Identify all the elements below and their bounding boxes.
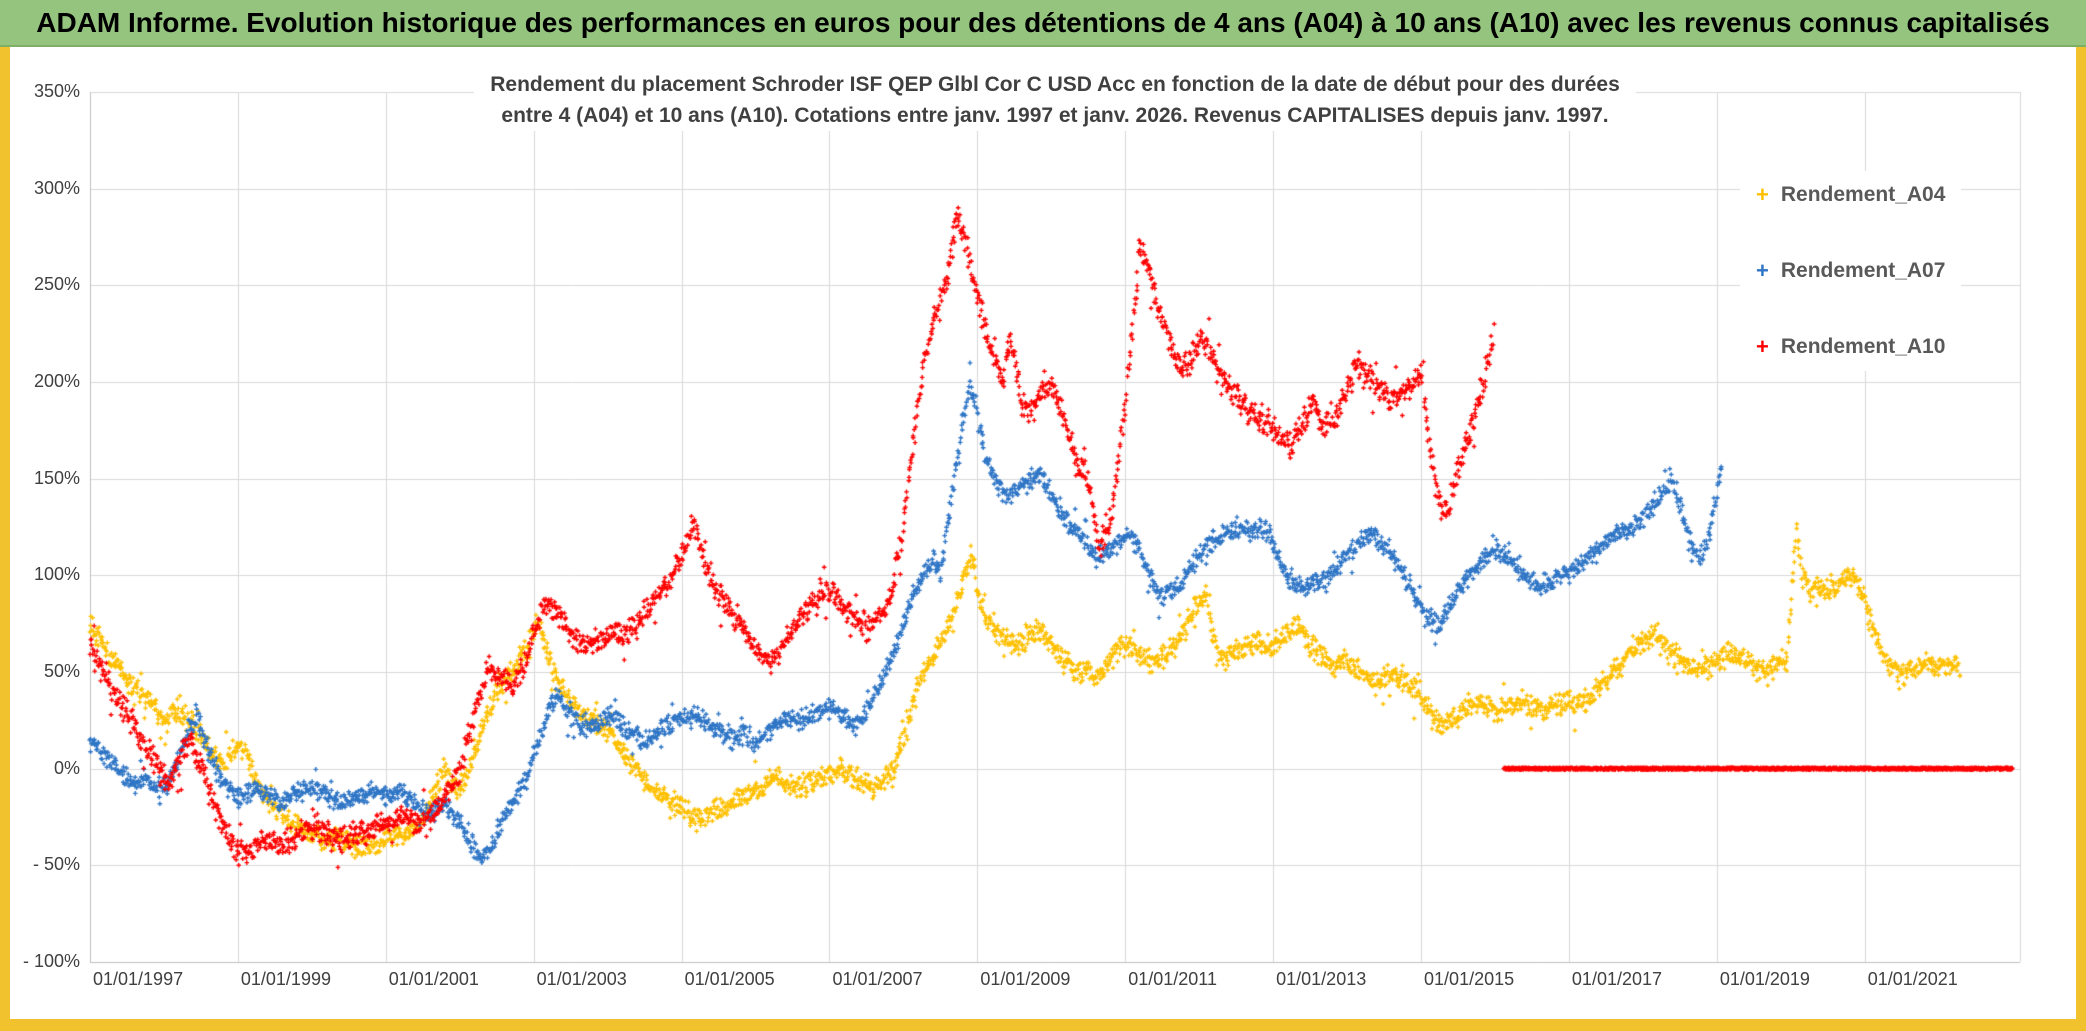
legend: + Rendement_A04 + Rendement_A07 + Rendement_A… [1740, 171, 1962, 371]
x-tick-label: 01/01/2021 [1867, 969, 1958, 989]
y-tick-label: 0% [53, 757, 80, 778]
legend-item-rendement_a10: + Rendement_A10 [1756, 335, 1945, 359]
y-tick-label: 50% [43, 661, 80, 681]
x-tick-label: 01/01/2007 [832, 969, 923, 989]
chart-area: Rendement du placement Schroder ISF QEP … [10, 47, 2076, 1019]
x-tick-label: 01/01/2001 [388, 969, 479, 989]
y-tick-label: 300% [33, 177, 80, 198]
y-tick-label: - 100% [22, 951, 80, 971]
x-tick-label: 01/01/1999 [240, 969, 331, 989]
y-tick-label: 100% [33, 564, 80, 585]
x-tick-label: 01/01/2017 [1571, 969, 1663, 989]
x-tick-label: 01/01/2005 [684, 969, 775, 989]
legend-item-rendement_a07: + Rendement_A07 [1756, 259, 1945, 283]
chart-frame: Rendement du placement Schroder ISF QEP … [0, 47, 2086, 1031]
x-tick-label: 01/01/2003 [536, 969, 627, 989]
y-tick-label: - 50% [32, 854, 80, 875]
legend-marker-icon: + [1756, 182, 1769, 207]
legend-label: Rendement_A04 [1780, 183, 1946, 206]
legend-marker-icon: + [1756, 334, 1769, 359]
x-tick-label: 01/01/2013 [1276, 969, 1367, 989]
title-banner: ADAM Informe. Evolution historique des p… [0, 0, 2086, 47]
x-tick-label: 01/01/1997 [93, 969, 184, 989]
y-tick-label: 250% [33, 274, 80, 295]
legend-label: Rendement_A07 [1780, 259, 1946, 282]
banner-title: ADAM Informe. Evolution historique des p… [36, 6, 2050, 38]
y-tick-label: 350% [33, 81, 80, 101]
y-tick-label: 150% [33, 467, 80, 488]
x-tick-label: 01/01/2015 [1424, 969, 1515, 989]
legend-marker-icon: + [1756, 258, 1769, 283]
x-tick-label: 01/01/2019 [1719, 969, 1810, 989]
legend-item-rendement_a04: + Rendement_A04 [1756, 183, 1945, 207]
y-tick-label: 200% [33, 371, 80, 391]
chart-canvas [10, 47, 2076, 1019]
legend-label: Rendement_A10 [1780, 335, 1946, 358]
x-tick-label: 01/01/2011 [1128, 969, 1217, 989]
x-tick-label: 01/01/2009 [980, 969, 1071, 989]
